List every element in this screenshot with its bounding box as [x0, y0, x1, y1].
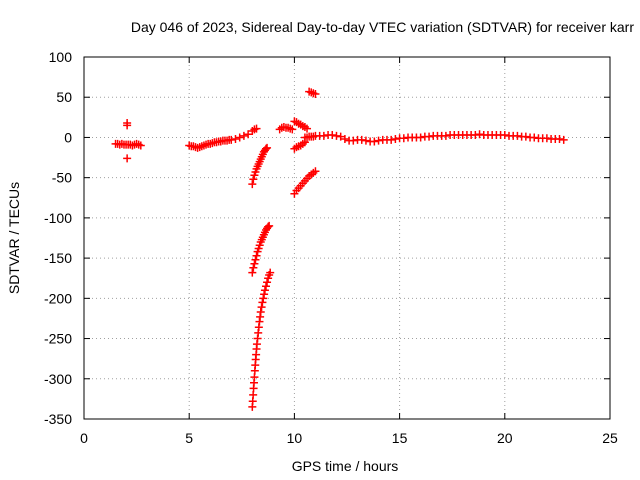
- data-point: [239, 131, 248, 140]
- data-point: [261, 282, 270, 291]
- data-point: [235, 133, 244, 142]
- data-point: [349, 136, 358, 145]
- data-point: [530, 133, 539, 142]
- data-point: [542, 134, 551, 143]
- plot-frame: [83, 56, 611, 420]
- data-point: [311, 90, 320, 99]
- data-point: [244, 130, 253, 139]
- data-point: [559, 135, 568, 144]
- data-point: [265, 221, 274, 230]
- data-point: [249, 263, 258, 272]
- y-tick-label: 100: [49, 49, 73, 65]
- y-tick-label: -150: [44, 250, 72, 266]
- data-point: [370, 137, 379, 146]
- data-point: [227, 135, 236, 144]
- data-point: [252, 251, 261, 260]
- axis-ticks: 0 5 10 15 20 25 100 50 0 -50 -100 -150 -200 -250 -300 -…: [44, 49, 618, 446]
- data-point: [425, 132, 434, 141]
- data-point: [416, 133, 425, 142]
- data-point: [288, 125, 297, 134]
- data-point: [261, 144, 270, 153]
- chart-title: Day 046 of 2023, Sidereal Day-to-day VTE…: [131, 19, 634, 35]
- y-tick-label: -50: [52, 170, 72, 186]
- gridlines: [84, 57, 610, 419]
- data-point: [266, 268, 275, 277]
- data-point: [252, 124, 261, 133]
- data-point: [248, 268, 257, 277]
- data-point: [123, 118, 132, 127]
- data-point: [136, 141, 145, 150]
- x-tick-label: 20: [497, 430, 513, 446]
- data-point: [336, 132, 345, 141]
- data-point: [332, 131, 341, 140]
- y-axis-label: SDTVAR / TECUs: [6, 182, 22, 294]
- x-axis-label: GPS time / hours: [292, 458, 399, 474]
- data-point: [340, 135, 349, 144]
- data-point: [248, 180, 257, 189]
- x-tick-label: 5: [185, 430, 193, 446]
- y-tick-label: -350: [44, 411, 72, 427]
- y-tick-label: 50: [56, 89, 72, 105]
- x-tick-label: 25: [602, 430, 618, 446]
- data-point: [260, 286, 269, 295]
- data-point: [257, 303, 266, 312]
- y-tick-label: -250: [44, 331, 72, 347]
- x-tick-label: 15: [392, 430, 408, 446]
- data-point: [303, 124, 312, 133]
- data-point: [250, 259, 259, 268]
- y-tick-label: -300: [44, 371, 72, 387]
- y-tick-label: -100: [44, 210, 72, 226]
- data-point: [249, 175, 258, 184]
- data-point: [399, 134, 408, 143]
- data-points: [111, 87, 568, 411]
- data-point: [500, 131, 509, 140]
- data-point: [231, 135, 240, 144]
- data-point: [357, 135, 366, 144]
- data-point: [328, 131, 337, 140]
- data-point: [555, 135, 564, 144]
- data-point: [311, 167, 320, 176]
- data-point: [513, 131, 522, 140]
- data-point: [263, 278, 272, 287]
- y-tick-label: 0: [64, 129, 72, 145]
- data-point: [374, 136, 383, 145]
- data-point: [391, 135, 400, 144]
- data-point: [264, 222, 273, 231]
- data-point: [471, 131, 480, 140]
- data-point: [123, 154, 132, 163]
- x-tick-label: 10: [287, 430, 303, 446]
- data-point: [263, 143, 272, 152]
- data-point: [521, 132, 530, 141]
- data-point: [258, 298, 267, 307]
- data-point: [260, 290, 269, 299]
- data-point: [441, 131, 450, 140]
- x-tick-label: 0: [80, 430, 88, 446]
- y-tick-label: -200: [44, 290, 72, 306]
- data-point: [361, 136, 370, 145]
- data-point: [319, 131, 328, 140]
- data-point: [387, 135, 396, 144]
- data-point: [251, 255, 260, 264]
- data-point: [475, 130, 484, 139]
- data-point: [259, 294, 268, 303]
- data-point: [256, 308, 265, 317]
